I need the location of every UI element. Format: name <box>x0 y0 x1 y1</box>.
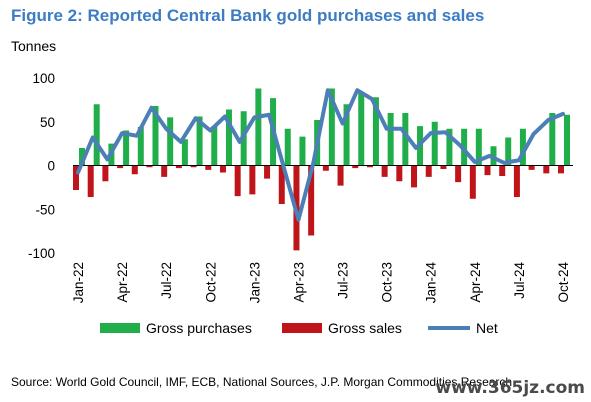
purchase-bar <box>475 128 482 166</box>
sales-bar <box>411 165 418 188</box>
x-tick-label: Jul-22 <box>159 262 174 299</box>
sales-bar <box>469 165 476 199</box>
legend-label-net: Net <box>476 320 498 336</box>
sales-bar <box>455 165 462 183</box>
sales-bar <box>117 165 124 169</box>
purchase-bar <box>93 104 100 166</box>
purchase-bar <box>564 114 570 166</box>
sales-bar <box>161 165 168 177</box>
x-tick-label: Jan-23 <box>247 262 262 303</box>
purchase-bar <box>255 88 262 166</box>
x-tick-label: Jul-24 <box>512 262 527 299</box>
sales-bar <box>308 165 315 236</box>
sales-bar <box>440 165 447 169</box>
y-tick-label: 100 <box>32 71 55 86</box>
x-tick-label: Apr-24 <box>468 262 483 303</box>
legend-label-purchases: Gross purchases <box>146 320 252 336</box>
x-axis: Jan-22 Apr-22 Jul-22 Oct-22 Jan-23 Apr-23 Jul-… <box>71 262 571 304</box>
purchase-bar <box>549 113 556 166</box>
sales-bar <box>558 165 564 174</box>
purchase-bar <box>343 104 350 166</box>
purchase-bar <box>358 92 365 166</box>
sales-bar <box>366 165 373 168</box>
y-axis: -100 -50 0 50 100 <box>28 71 55 261</box>
net-line-series <box>76 88 565 222</box>
x-tick-label: Oct-23 <box>380 262 395 303</box>
purchase-bar <box>79 148 85 166</box>
x-tick-label: Jan-22 <box>71 262 86 303</box>
sales-bar <box>528 165 535 170</box>
purchase-bar <box>519 128 526 166</box>
purchase-bar <box>372 97 379 166</box>
purchase-bar <box>387 113 394 166</box>
sales-bar <box>278 165 285 204</box>
sales-bar <box>513 165 520 197</box>
legend-label-sales: Gross sales <box>328 320 402 336</box>
sales-bar <box>190 165 197 168</box>
net-line <box>76 88 565 222</box>
sales-bar <box>499 165 506 176</box>
purchase-bar <box>196 116 203 166</box>
sales-bar <box>396 165 403 182</box>
sales-bars <box>73 165 564 251</box>
purchase-bar <box>152 106 159 166</box>
purchase-bar <box>505 137 512 166</box>
sales-bar <box>73 165 79 190</box>
purchase-bar <box>431 121 438 166</box>
sales-bar <box>322 165 329 171</box>
purchase-bar <box>328 88 335 166</box>
legend: Gross purchases Gross sales Net <box>100 320 498 336</box>
legend-swatch-purchases <box>100 323 140 333</box>
y-axis-unit-label: Tonnes <box>11 38 57 54</box>
purchase-bar <box>299 136 306 166</box>
x-tick-label: Oct-22 <box>203 262 218 303</box>
y-tick-label: -50 <box>35 202 55 217</box>
sales-bar <box>175 165 182 169</box>
watermark: www.365jz.com <box>435 378 585 398</box>
purchase-bar <box>181 139 188 166</box>
purchase-bar <box>225 109 232 166</box>
x-tick-label: Jan-24 <box>424 262 439 304</box>
sales-bar <box>484 165 491 176</box>
y-tick-label: 50 <box>40 115 55 130</box>
y-tick-label: -100 <box>28 246 55 261</box>
sales-bar <box>543 165 550 174</box>
chart-title: Figure 2: Reported Central Bank gold pur… <box>11 6 485 25</box>
purchase-bar <box>446 128 453 166</box>
purchase-bar <box>211 126 218 166</box>
sales-bar <box>87 165 94 197</box>
purchase-bar <box>123 130 130 166</box>
x-tick-label: Oct-24 <box>556 262 571 303</box>
sales-bar <box>249 165 256 195</box>
legend-swatch-sales <box>282 323 322 333</box>
purchase-bar <box>137 127 144 166</box>
purchase-bar <box>284 128 291 166</box>
sales-bar <box>234 165 241 197</box>
sales-bar <box>264 165 271 179</box>
sales-bar <box>337 165 344 186</box>
sales-bar <box>352 165 359 169</box>
y-tick-label: 0 <box>47 159 55 174</box>
sales-bar <box>131 165 138 175</box>
sales-bar <box>102 165 109 182</box>
sales-bar <box>219 165 226 173</box>
x-tick-label: Jul-23 <box>336 262 351 299</box>
sales-bar <box>425 165 432 177</box>
x-tick-label: Apr-23 <box>291 262 306 303</box>
source-note: Source: World Gold Council, IMF, ECB, Na… <box>11 375 513 389</box>
sales-bar <box>205 165 212 170</box>
purchase-bar <box>167 117 174 166</box>
sales-bar <box>146 165 153 168</box>
sales-bar <box>381 165 388 177</box>
x-tick-label: Apr-22 <box>115 262 130 303</box>
purchase-bar <box>402 113 409 166</box>
